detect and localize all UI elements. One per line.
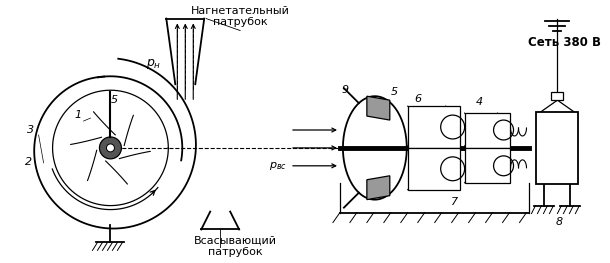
Bar [407,148,460,190]
Polygon shape [367,96,390,120]
Text: Нагнетательный
патрубок: Нагнетательный патрубок [191,6,290,27]
Text: 7: 7 [451,197,458,207]
Bar [551,92,564,100]
Circle shape [107,144,115,152]
Text: $p_н$: $p_н$ [146,57,161,71]
Text: $p_{вс}$: $p_{вс}$ [269,160,287,172]
Text: 5: 5 [111,95,118,105]
Text: 9: 9 [342,85,348,95]
Circle shape [99,137,121,159]
Text: Всасывающий
патрубок: Всасывающий патрубок [193,236,277,257]
Text: 2: 2 [25,157,32,167]
Text: 4: 4 [476,97,483,107]
Bar [536,112,578,184]
Text: 6: 6 [414,94,422,104]
Text: 1: 1 [74,110,81,120]
Text: 8: 8 [556,216,563,226]
Polygon shape [367,176,390,200]
Bar [465,113,509,148]
Text: 5: 5 [391,87,398,97]
Bar [407,106,460,148]
Text: Сеть 380 В: Сеть 380 В [528,36,601,48]
Bar [465,148,509,183]
Text: 3: 3 [27,125,34,135]
